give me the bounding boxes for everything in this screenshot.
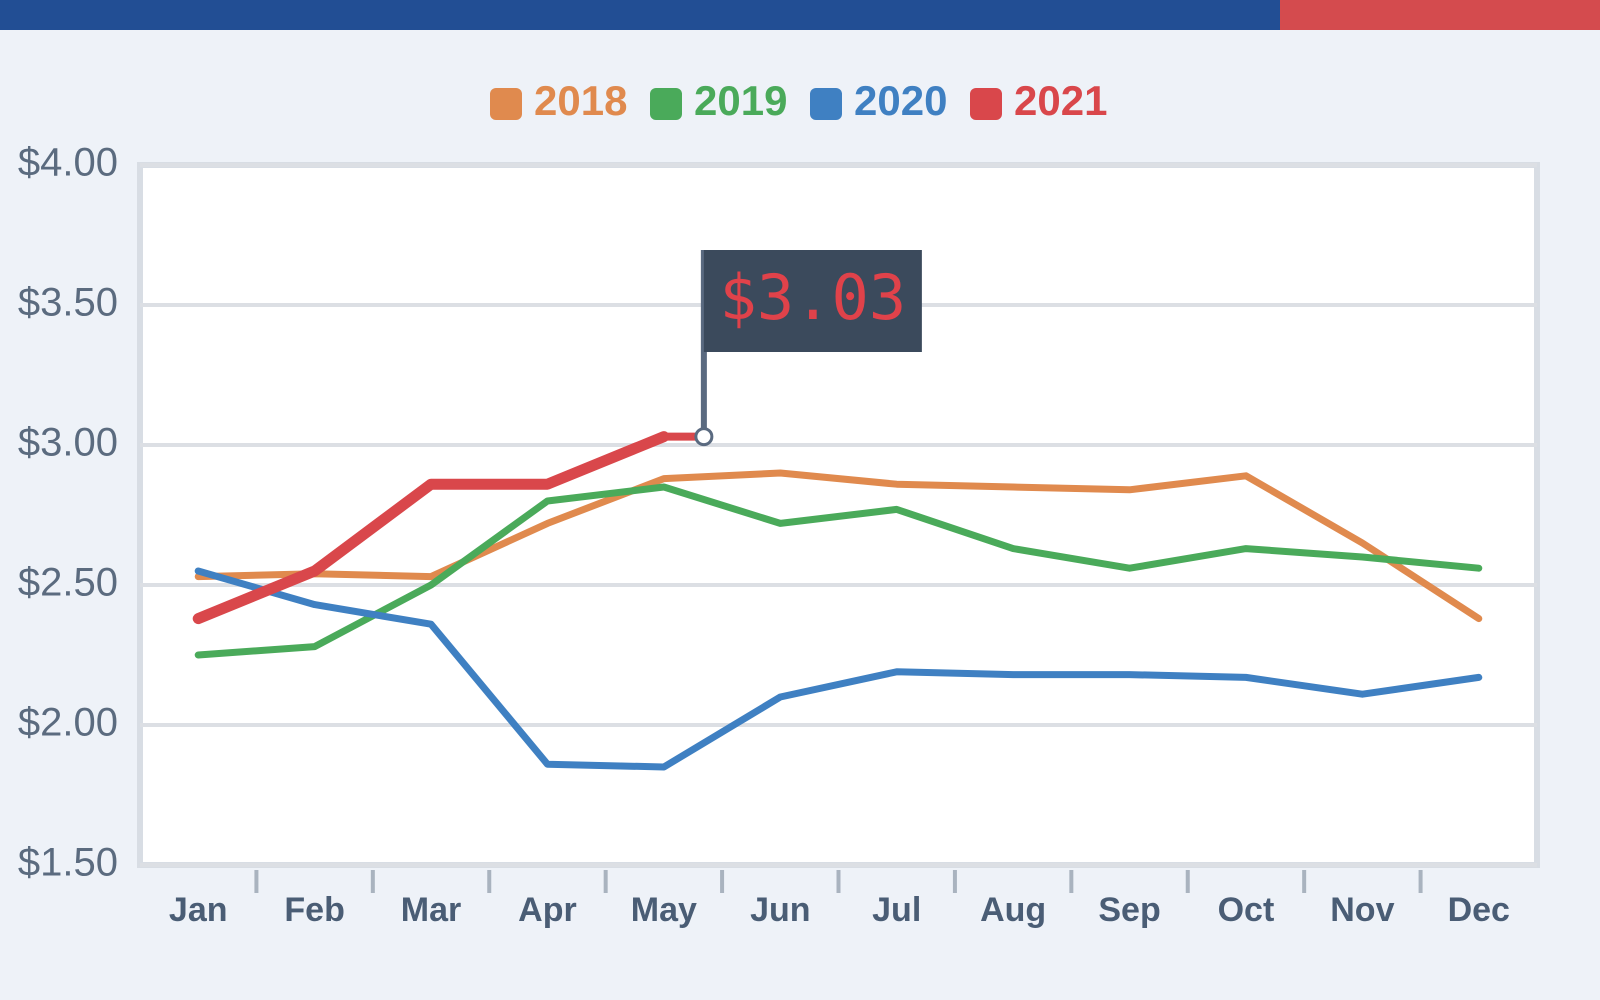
- y-tick-label: $2.00: [18, 701, 118, 745]
- legend-label: 2020: [854, 77, 947, 124]
- x-tick-label: Dec: [1448, 891, 1510, 929]
- header-bar: [0, 0, 1280, 30]
- x-tick-label: Mar: [401, 891, 461, 929]
- legend-swatch: [650, 88, 682, 120]
- legend-swatch: [490, 88, 522, 120]
- y-tick-label: $2.50: [18, 561, 118, 605]
- x-tick-label: Apr: [518, 891, 577, 929]
- y-tick-label: $1.50: [18, 841, 118, 885]
- annotation: $3.03: [720, 261, 907, 334]
- legend-label: 2018: [534, 77, 627, 124]
- series-line: [194, 483, 1483, 659]
- x-tick-label: Nov: [1330, 891, 1394, 929]
- x-tick-label: May: [631, 891, 697, 929]
- y-tick-label: $3.50: [18, 281, 118, 325]
- flag-point: [694, 427, 714, 447]
- x-tick-label: Oct: [1218, 891, 1275, 929]
- header-accent: [1280, 0, 1600, 30]
- x-tick-label: Jun: [750, 891, 810, 929]
- y-tick-label: $4.00: [18, 141, 118, 185]
- flag-box: [703, 250, 922, 352]
- series-line: [194, 567, 1483, 771]
- x-tick-label: Aug: [980, 891, 1046, 929]
- x-tick-label: Feb: [284, 891, 344, 929]
- x-tick-label: Jan: [169, 891, 228, 929]
- legend-swatch: [810, 88, 842, 120]
- series-line: [194, 469, 1483, 623]
- lines: [192, 431, 1483, 771]
- x-tick-label: Jul: [872, 891, 921, 929]
- y-tick-label: $3.00: [18, 421, 118, 465]
- series-line: [192, 431, 670, 625]
- labels: $1.50 $2.00 $2.50 $3.00 $3.50 $4.00 Jan Feb Mar A…: [18, 77, 1510, 929]
- legend-label: 2019: [694, 77, 787, 124]
- legend-swatch: [970, 88, 1002, 120]
- grid: [140, 163, 1537, 893]
- x-tick-label: Sep: [1098, 891, 1160, 929]
- legend-label: 2021: [1014, 77, 1107, 124]
